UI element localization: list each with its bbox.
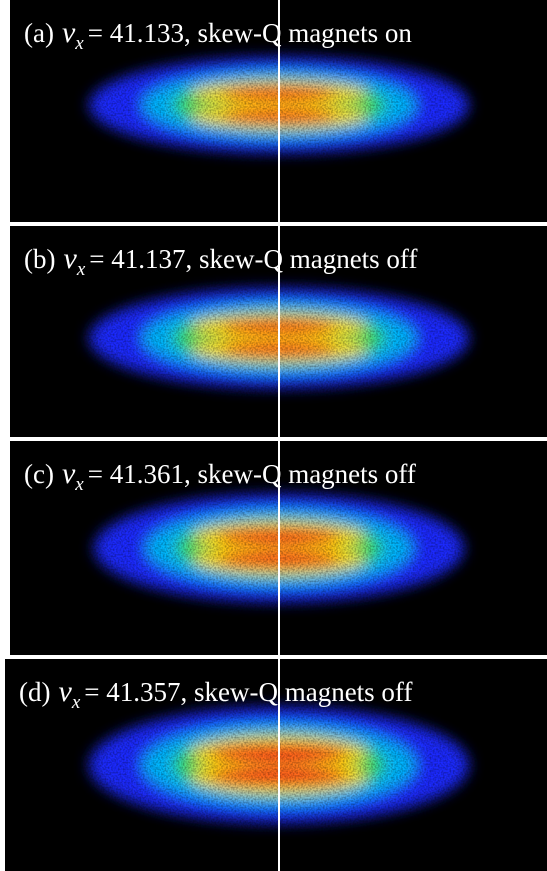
tune-symbol: ν <box>63 242 77 275</box>
tune-subscript: x <box>74 33 84 54</box>
panel-label: (c) νx = 41.361, skew-Q magnets off <box>24 457 416 495</box>
panel-tag: (b) <box>24 244 55 274</box>
panel-text: = 41.357, skew-Q magnets off <box>84 677 412 707</box>
tune-subscript: x <box>76 259 86 280</box>
panel-label: (b) νx = 41.137, skew-Q magnets off <box>24 242 417 280</box>
tune-symbol: ν <box>62 457 76 490</box>
panel-tag: (a) <box>24 18 54 48</box>
panel-text: = 41.361, skew-Q magnets off <box>88 459 416 489</box>
panel-label: (a) νx = 41.133, skew-Q magnets on <box>24 16 412 54</box>
panel-tag: (d) <box>19 677 50 707</box>
panel-label: (d) νx = 41.357, skew-Q magnets off <box>19 675 412 713</box>
panel-text: = 41.133, skew-Q magnets on <box>88 18 413 48</box>
tune-symbol: ν <box>62 16 76 49</box>
tune-symbol: ν <box>58 675 72 708</box>
tune-subscript: x <box>71 692 81 713</box>
panel-tag: (c) <box>24 459 54 489</box>
panel: (d) νx = 41.357, skew-Q magnets off <box>5 659 547 871</box>
panel-text: = 41.137, skew-Q magnets off <box>89 244 417 274</box>
tune-subscript: x <box>74 474 84 495</box>
